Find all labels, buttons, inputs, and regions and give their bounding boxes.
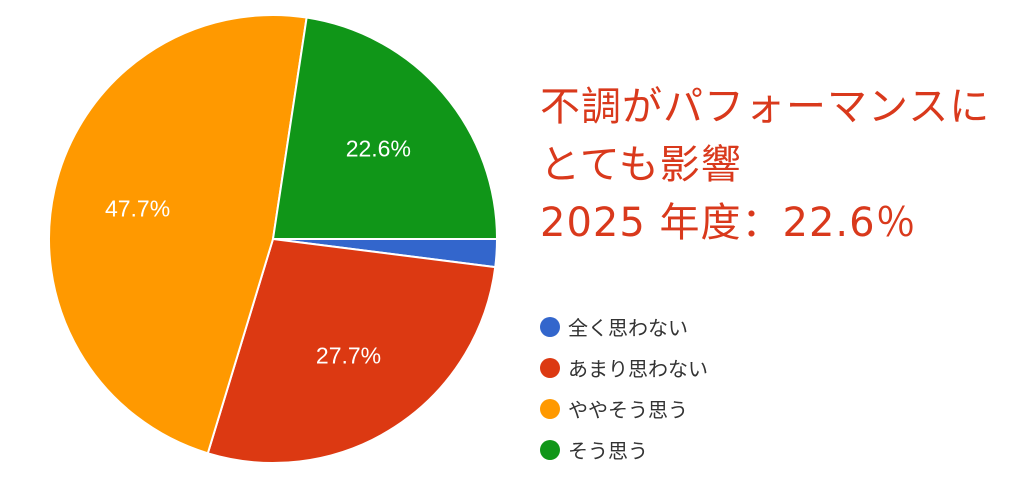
chart-title: 不調がパフォーマンスに とても影響 2025 年度：22.6％ — [540, 78, 990, 252]
slice-disagree — [206, 237, 497, 464]
slice-percent-label: 22.6% — [346, 135, 411, 161]
legend-item-disagree: あまり思わない — [540, 347, 708, 388]
title-line-2: とても影響 — [540, 142, 742, 188]
slice-somewhat-agree — [48, 14, 308, 455]
legend-item-somewhat-agree: ややそう思う — [540, 388, 708, 429]
slice-percent-label: 27.7% — [316, 343, 381, 369]
legend-label: そう思う — [568, 439, 648, 463]
legend-item-agree: そう思う — [540, 429, 708, 470]
legend-dot-icon — [540, 439, 560, 460]
legend-label: 全く思わない — [568, 316, 688, 340]
legend-label: ややそう思う — [568, 398, 688, 422]
title-line-3: 2025 年度：22.6％ — [540, 200, 917, 246]
pie-chart: 27.7% 47.7% 22.6% — [48, 14, 499, 464]
legend-dot-icon — [540, 316, 560, 337]
legend-label: あまり思わない — [568, 357, 708, 381]
legend-dot-icon — [540, 398, 560, 419]
slice-agree — [271, 16, 499, 240]
slice-percent-label: 47.7% — [105, 195, 170, 221]
title-line-1: 不調がパフォーマンスに — [540, 84, 991, 130]
legend: 全く思わない あまり思わない ややそう思う そう思う — [540, 306, 708, 470]
legend-item-strongly-disagree: 全く思わない — [540, 306, 708, 347]
legend-dot-icon — [540, 357, 560, 378]
